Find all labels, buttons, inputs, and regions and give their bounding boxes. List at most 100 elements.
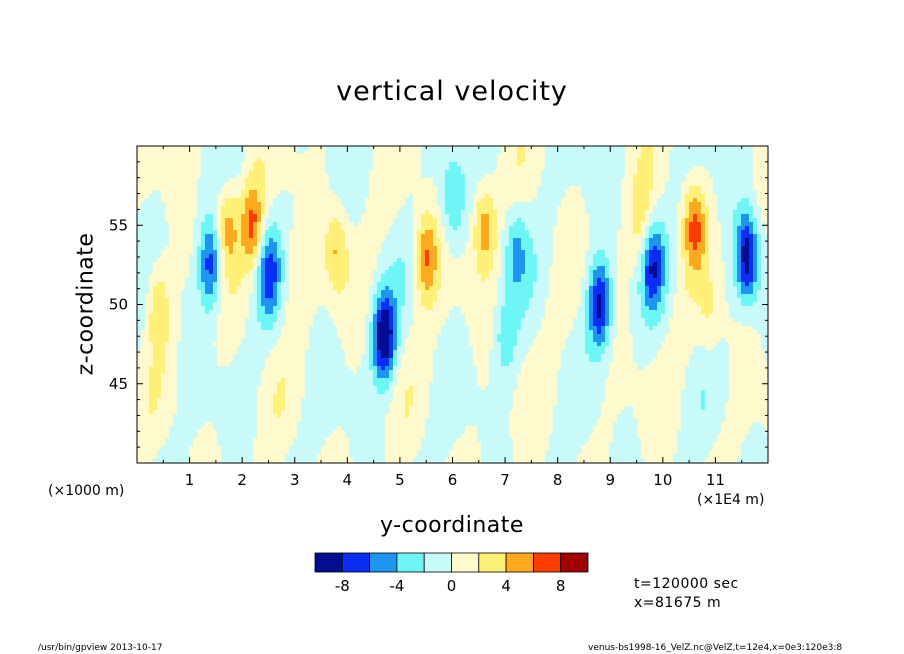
field-cell (485, 182, 489, 186)
field-cell (493, 258, 497, 262)
field-cell (437, 198, 441, 202)
field-cell (149, 238, 153, 242)
field-cell (685, 170, 689, 174)
field-cell (745, 146, 749, 150)
field-cell (501, 222, 505, 226)
field-cell (525, 162, 529, 166)
field-cell (701, 182, 705, 186)
field-cell (685, 230, 689, 234)
field-cell (445, 266, 449, 270)
field-cell (165, 190, 169, 194)
field-cell (149, 210, 153, 214)
field-cell (669, 162, 673, 166)
field-cell (493, 218, 497, 222)
field-cell (149, 222, 153, 226)
field-cell (341, 158, 345, 162)
field-cell (473, 270, 477, 274)
field-cell (225, 190, 229, 194)
field-cell (309, 162, 313, 166)
field-cell (137, 262, 141, 266)
field-cell (489, 202, 493, 206)
field-cell (437, 150, 441, 154)
field-cell (497, 266, 501, 270)
field-cell (701, 150, 705, 154)
field-cell (741, 242, 745, 246)
field-cell (361, 182, 365, 186)
field-cell (341, 186, 345, 190)
field-cell (297, 158, 301, 162)
field-cell (293, 242, 297, 246)
field-cell (577, 218, 581, 222)
field-cell (529, 186, 533, 190)
field-cell (585, 262, 589, 266)
field-cell (261, 186, 265, 190)
field-cell (553, 254, 557, 258)
field-cell (485, 202, 489, 206)
field-cell (245, 222, 249, 226)
field-cell (269, 262, 273, 266)
field-cell (237, 154, 241, 158)
field-cell (213, 182, 217, 186)
field-cell (705, 158, 709, 162)
field-cell (565, 190, 569, 194)
field-cell (177, 178, 181, 182)
field-cell (173, 270, 177, 274)
field-cell (441, 162, 445, 166)
field-cell (185, 262, 189, 266)
field-cell (197, 258, 201, 262)
field-cell (765, 190, 768, 194)
field-cell (353, 270, 357, 274)
field-cell (305, 222, 309, 226)
field-cell (377, 214, 381, 218)
field-cell (645, 226, 649, 230)
field-cell (529, 206, 533, 210)
field-cell (653, 162, 657, 166)
field-cell (549, 222, 553, 226)
field-cell (313, 150, 317, 154)
field-cell (589, 174, 593, 178)
field-cell (417, 146, 421, 150)
field-cell (405, 202, 409, 206)
field-cell (641, 202, 645, 206)
field-cell (657, 246, 661, 250)
field-cell (409, 150, 413, 154)
field-cell (141, 146, 145, 150)
field-cell (721, 222, 725, 226)
field-cell (453, 154, 457, 158)
field-cell (293, 166, 297, 170)
field-cell (597, 190, 601, 194)
field-cell (465, 250, 469, 254)
field-cell (365, 198, 369, 202)
field-cell (225, 266, 229, 270)
field-cell (285, 154, 289, 158)
field-cell (609, 226, 613, 230)
field-cell (609, 182, 613, 186)
field-cell (333, 182, 337, 186)
field-cell (453, 186, 457, 190)
field-cell (641, 258, 645, 262)
field-cell (533, 230, 537, 234)
field-cell (281, 222, 285, 226)
field-cell (425, 218, 429, 222)
field-cell (641, 198, 645, 202)
field-cell (353, 182, 357, 186)
field-cell (273, 226, 277, 230)
field-cell (213, 242, 217, 246)
field-cell (601, 190, 605, 194)
field-cell (517, 170, 521, 174)
field-cell (277, 230, 281, 234)
field-cell (137, 250, 141, 254)
field-cell (421, 174, 425, 178)
field-cell (249, 254, 253, 258)
field-cell (193, 154, 197, 158)
field-cell (169, 270, 173, 274)
field-cell (629, 202, 633, 206)
field-cell (309, 254, 313, 258)
field-cell (389, 222, 393, 226)
field-cell (677, 214, 681, 218)
field-cell (433, 246, 437, 250)
field-cell (565, 234, 569, 238)
field-cell (333, 210, 337, 214)
field-cell (197, 214, 201, 218)
field-cell (397, 254, 401, 258)
